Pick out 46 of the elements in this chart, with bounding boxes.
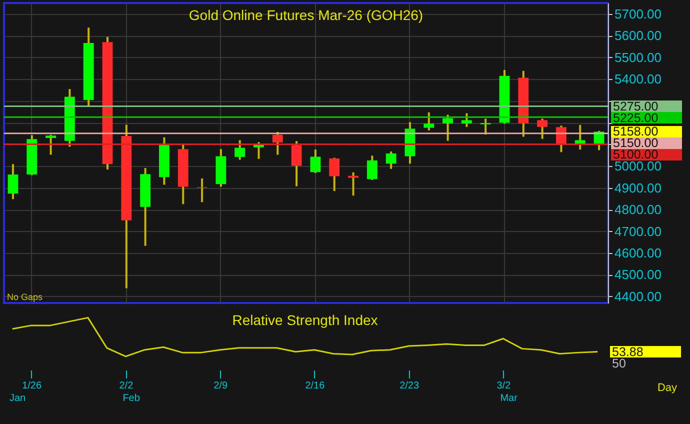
y-tick-label: 4400.00: [614, 288, 662, 304]
x-tick-label: 1/26: [22, 380, 42, 392]
candlestick: [272, 130, 283, 156]
candlestick: [310, 148, 321, 174]
text: 53.88: [612, 344, 644, 359]
chart-title: Relative Strength Index: [232, 312, 378, 328]
text: Mar: [500, 393, 518, 404]
candlestick: [196, 177, 208, 204]
y-tick-label: 5700.00: [614, 6, 662, 22]
y-tick-label: 5500.00: [614, 50, 662, 65]
candlestick: [442, 114, 453, 142]
text: Jan: [9, 393, 26, 404]
ref-line-label: 5150.00: [613, 136, 658, 150]
y-tick-label: 4800.00: [614, 202, 662, 218]
candlestick: [254, 141, 264, 160]
text: 50: [612, 356, 626, 370]
candlestick: [291, 140, 302, 188]
candlestick: [46, 134, 56, 156]
y-tick-label: 5600.00: [614, 28, 662, 44]
candlestick: [348, 171, 358, 197]
y-tick-label: 4600.00: [614, 246, 662, 260]
candlestick: [329, 156, 340, 192]
candlestick: [461, 112, 472, 128]
x-tick-label: 2/9: [214, 380, 228, 392]
candlestick: [8, 163, 18, 200]
candlestick: [537, 118, 548, 140]
candlestick: [386, 150, 396, 170]
x-tick-label: 2/2: [119, 380, 134, 392]
y-tick-label: 4900.00: [614, 180, 662, 196]
x-tick-label: 3/2: [496, 380, 512, 392]
candlestick: [424, 111, 434, 132]
ref-line-label: 5275.00: [613, 99, 658, 114]
text: Feb: [122, 393, 140, 404]
text: 5158.00: [613, 124, 658, 139]
y-tick-label: 4500.00: [614, 267, 662, 282]
candlestick: [366, 154, 378, 181]
ref-line-label: 5225.00: [613, 110, 658, 125]
x-tick-label: 2/16: [305, 380, 326, 392]
text: Day: [657, 382, 678, 394]
candlestick: [480, 118, 491, 136]
chart-title: Gold Online Futures Mar-26 (GOH26): [188, 7, 424, 23]
x-tick-label: 2/23: [400, 380, 420, 392]
y-tick-label: 4700.00: [614, 224, 662, 239]
annotation: No Gaps: [7, 292, 44, 302]
candlestick: [234, 139, 246, 161]
y-tick-label: 5400.00: [614, 72, 662, 87]
